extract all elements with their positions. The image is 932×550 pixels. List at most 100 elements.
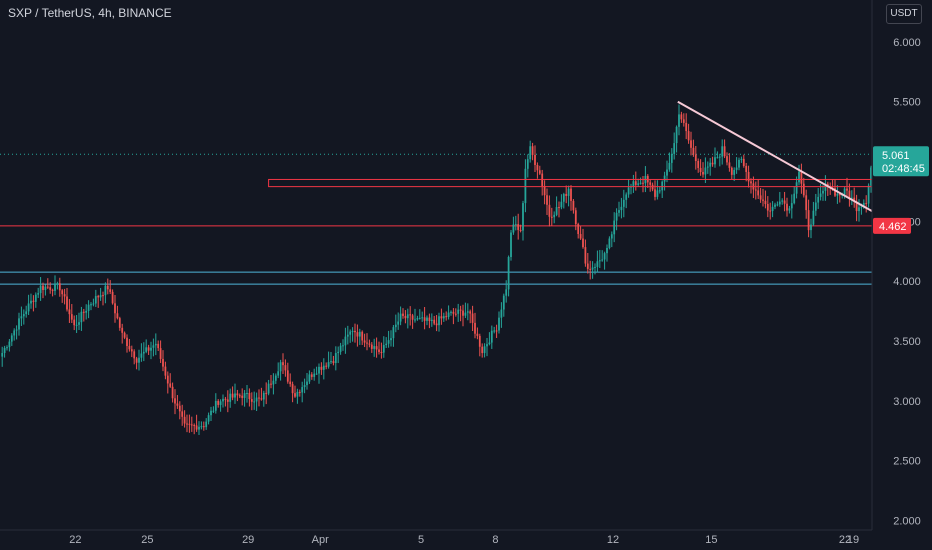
candle-body [608, 238, 611, 249]
candle-body [855, 201, 858, 212]
candle-body [834, 188, 836, 196]
candle-body [270, 383, 272, 385]
candle-body [99, 295, 102, 298]
candle-body [188, 423, 191, 425]
candle-body [342, 345, 344, 347]
candle-body [164, 366, 167, 376]
currency-button[interactable]: USDT [886, 4, 922, 24]
time-tick-label: 15 [705, 534, 717, 546]
candle-body [426, 317, 428, 321]
candle-body [637, 183, 640, 185]
candle-body [140, 353, 143, 358]
candle-body [234, 393, 236, 398]
trend-line[interactable] [677, 100, 900, 227]
price-axis-panel[interactable] [872, 0, 932, 530]
candle-body [428, 317, 431, 321]
candle-body [73, 319, 76, 326]
candle-body [584, 247, 587, 264]
candle-body [358, 331, 361, 337]
candle-body [519, 229, 522, 231]
candle-body [224, 398, 227, 400]
candle-body [454, 313, 457, 315]
candle-body [572, 200, 575, 211]
candle-body [692, 147, 695, 155]
candle-body [853, 197, 856, 202]
candle-body [418, 317, 421, 319]
time-axis-panel[interactable] [0, 530, 932, 550]
candle-body [466, 311, 469, 313]
candle-body [109, 289, 112, 292]
candle-body [459, 309, 462, 311]
candle-body [558, 207, 560, 209]
level-price-badge-value: 4.462 [879, 221, 907, 233]
candle-body [354, 330, 356, 333]
candle-body [246, 392, 248, 394]
candle-body [524, 168, 527, 204]
price-tick-label: 2.500 [893, 456, 921, 468]
candle-body [133, 351, 136, 359]
candle-body [682, 119, 685, 123]
candle-body [397, 321, 400, 325]
candle-body [788, 208, 791, 211]
candle-body [423, 317, 426, 321]
candle-body [147, 347, 150, 351]
candle-body [150, 347, 152, 351]
candle-body [579, 234, 582, 239]
candle-body [277, 371, 280, 376]
candle-body [510, 232, 512, 258]
candle-body [183, 416, 186, 424]
candle-body [702, 171, 704, 175]
price-tick-label: 3.500 [893, 336, 921, 348]
candle-body [315, 373, 318, 375]
candle-body [282, 362, 284, 366]
candle-body [658, 190, 661, 192]
candle-body [325, 365, 328, 367]
candle-body [656, 190, 659, 197]
candle-body [490, 330, 493, 343]
candle-body [265, 392, 268, 394]
candle-body [534, 154, 536, 165]
candle-body [104, 285, 107, 296]
resistance-zone[interactable] [268, 178, 932, 188]
candle-body [464, 312, 467, 316]
candle-body [373, 346, 376, 349]
candle-body [411, 315, 414, 320]
candle-body [711, 162, 714, 165]
candle-body [817, 196, 820, 203]
candle-body [481, 346, 484, 354]
candle-body [565, 194, 568, 196]
candle-body [42, 285, 44, 290]
candle-body [673, 143, 676, 154]
candle-body [416, 318, 419, 320]
candle-body [634, 181, 637, 185]
candle-body [63, 294, 66, 297]
candle-body [488, 342, 491, 345]
candle-body [824, 183, 827, 191]
candle-body [862, 203, 865, 207]
candle-body [810, 224, 812, 231]
candle-body [279, 362, 282, 372]
candle-body [550, 216, 553, 218]
candles [1, 104, 877, 436]
candle-body [721, 146, 724, 157]
candle-body [474, 322, 476, 334]
candle-body [210, 410, 212, 416]
candle-body [406, 314, 409, 319]
candle-body [730, 167, 733, 175]
candle-body [567, 188, 570, 196]
candle-body [812, 210, 815, 225]
candle-body [18, 318, 20, 330]
candle-body [738, 159, 740, 168]
candle-body [330, 361, 332, 363]
time-tick-label: 25 [141, 534, 153, 546]
candle-body [181, 411, 184, 417]
candle-body [447, 312, 450, 317]
candle-body [462, 310, 464, 316]
candle-body [54, 283, 56, 291]
candle-body [186, 423, 188, 425]
candle-body [51, 289, 54, 291]
candle-body [37, 293, 40, 295]
candle-body [798, 171, 800, 183]
